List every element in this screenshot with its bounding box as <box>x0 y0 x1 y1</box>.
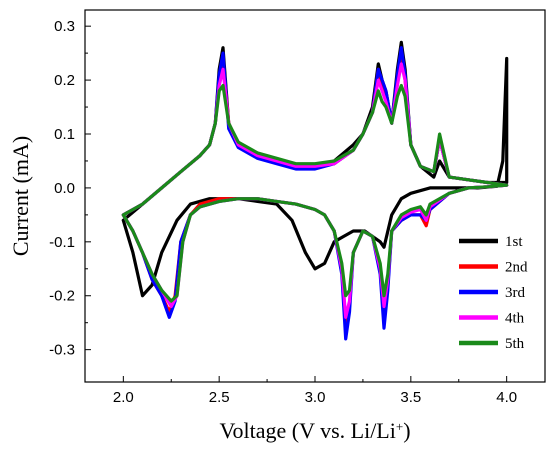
y-tick-label: 0.3 <box>54 18 75 35</box>
x-tick-label: 2.5 <box>209 389 230 406</box>
y-tick-label: -0.1 <box>49 234 75 251</box>
series-line-4th <box>121 62 509 319</box>
x-axis-label-tail: ) <box>403 418 410 443</box>
x-tick-label: 2.0 <box>113 389 134 406</box>
x-axis-label-main: Voltage (V vs. Li/Li <box>219 418 395 443</box>
legend-label-1st: 1st <box>505 234 523 250</box>
legend-label-5th: 5th <box>505 336 525 352</box>
x-axis-label: Voltage (V vs. Li/Li+) <box>219 418 410 443</box>
y-tick-label: 0.0 <box>54 180 75 197</box>
legend-label-4th: 4th <box>505 311 525 327</box>
x-tick-label: 3.0 <box>305 389 326 406</box>
series-layer <box>121 40 509 341</box>
x-tick-label: 4.0 <box>496 389 517 406</box>
x-axis-label-superscript: + <box>396 419 403 434</box>
legend-label-3rd: 3rd <box>505 285 525 301</box>
legend-label-2nd: 2nd <box>505 260 528 276</box>
series-line-5th <box>121 83 509 303</box>
y-tick-label: 0.2 <box>54 72 75 89</box>
y-axis: -0.3 -0.2 -0.1 0.0 0.1 0.2 0.3 <box>49 18 91 359</box>
y-tick-label: -0.2 <box>49 288 75 305</box>
y-tick-label: 0.1 <box>54 126 75 143</box>
legend: 1st 2nd 3rd 4th 5th <box>459 234 528 352</box>
x-axis: 2.0 2.5 3.0 3.5 4.0 <box>113 376 517 406</box>
x-tick-label: 3.5 <box>400 389 421 406</box>
y-axis-label: Current (mA) <box>8 136 33 256</box>
y-tick-label: -0.3 <box>49 342 75 359</box>
